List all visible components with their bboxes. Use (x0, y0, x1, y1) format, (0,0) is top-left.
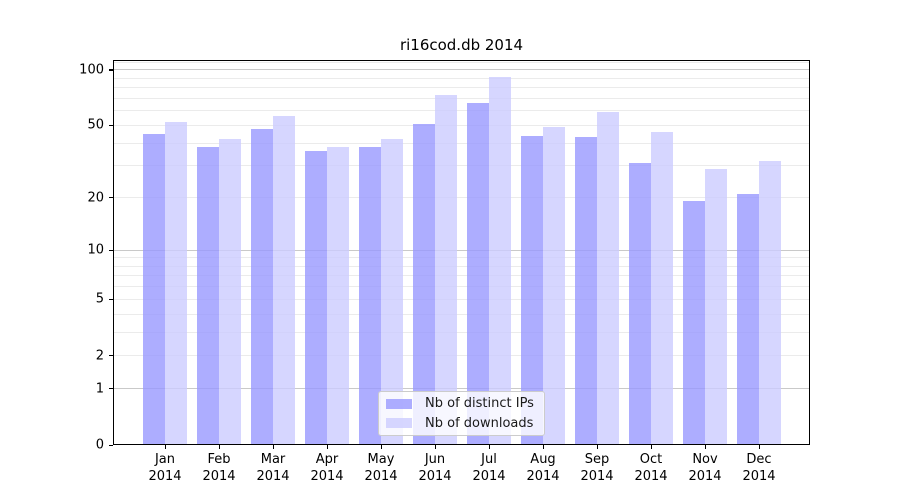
minor-gridline (113, 313, 810, 315)
x-tick-mark (650, 445, 652, 449)
x-tick-label: Apr 2014 (310, 452, 344, 484)
minor-gridline (113, 165, 810, 167)
legend-swatch-downloads (386, 418, 412, 429)
y-tick-label: 10 (87, 242, 104, 258)
x-tick-mark (596, 445, 598, 449)
bar-distinct-ips-dec (737, 193, 759, 445)
bar-distinct-ips-mar (251, 128, 273, 445)
bar-downloads-dec (759, 160, 781, 445)
bar-distinct-ips-jul (467, 103, 489, 445)
bar-distinct-ips-aug (521, 135, 543, 445)
minor-gridline (113, 265, 810, 267)
x-tick-mark (434, 445, 436, 449)
bar-distinct-ips-may (359, 147, 381, 445)
y-tick-label: 2 (95, 348, 104, 364)
x-tick-label: Dec 2014 (742, 452, 776, 484)
legend-entry-downloads: Nb of downloads (386, 416, 536, 432)
minor-gridline (113, 197, 810, 198)
x-tick-label: Mar 2014 (256, 452, 290, 484)
x-tick-label: Sep 2014 (580, 452, 614, 484)
y-tick-mark (109, 355, 113, 357)
bar-distinct-ips-feb (197, 147, 219, 445)
legend-swatch-distinct-ips (386, 398, 412, 409)
minor-gridline (113, 77, 810, 79)
bar-distinct-ips-sep (575, 137, 597, 445)
x-tick-label: Jun 2014 (418, 452, 452, 484)
bar-distinct-ips-jan (143, 133, 165, 445)
minor-gridline (113, 87, 810, 89)
bar-downloads-oct (651, 132, 673, 445)
x-tick-mark (380, 445, 382, 449)
bar-downloads-apr (327, 147, 349, 445)
x-tick-mark (164, 445, 166, 449)
y-tick-mark (109, 197, 113, 199)
x-tick-mark (272, 445, 274, 449)
x-tick-mark (704, 445, 706, 449)
minor-gridline (113, 275, 810, 277)
x-tick-mark (758, 445, 760, 449)
y-tick-label: 0 (95, 437, 104, 453)
minor-gridline (113, 61, 810, 63)
y-tick-mark (109, 388, 113, 390)
bar-downloads-mar (273, 116, 295, 445)
y-tick-label: 20 (87, 190, 104, 205)
y-tick-mark (109, 444, 113, 446)
y-tick-mark (109, 249, 113, 251)
major-gridline (113, 388, 810, 390)
x-tick-label: Jul 2014 (472, 452, 506, 484)
minor-gridline (113, 97, 810, 99)
chart-title: ri16cod.db 2014 (399, 36, 524, 54)
major-gridline (113, 249, 810, 251)
y-tick-mark (109, 69, 113, 71)
x-tick-mark (542, 445, 544, 449)
bar-downloads-sep (597, 112, 619, 445)
minor-gridline (113, 124, 810, 126)
bar-downloads-may (381, 139, 403, 445)
x-tick-label: Nov 2014 (688, 452, 722, 484)
y-tick-label: 1 (95, 381, 104, 397)
x-tick-label: Feb 2014 (202, 452, 236, 484)
x-tick-label: May 2014 (364, 452, 398, 484)
bar-downloads-nov (705, 168, 727, 445)
x-tick-label: Oct 2014 (634, 452, 668, 484)
legend-entry-distinct-ips: Nb of distinct IPs (386, 396, 536, 412)
x-tick-label: Aug 2014 (526, 452, 560, 484)
minor-gridline (113, 110, 810, 112)
legend-label-distinct-ips: Nb of distinct IPs (425, 396, 534, 412)
y-tick-mark (109, 124, 113, 127)
y-tick-label: 50 (87, 117, 104, 133)
x-tick-mark (218, 445, 220, 449)
x-tick-mark (326, 445, 328, 449)
bar-distinct-ips-oct (629, 163, 651, 445)
minor-gridline (113, 331, 810, 333)
bar-downloads-feb (219, 139, 241, 445)
bar-distinct-ips-jun (413, 123, 435, 445)
bar-downloads-jul (489, 77, 511, 445)
minor-gridline (113, 355, 810, 357)
minor-gridline (113, 142, 810, 144)
y-tick-label: 100 (79, 62, 104, 78)
minor-gridline (113, 298, 810, 300)
legend: Nb of distinct IPs Nb of downloads (378, 391, 545, 436)
y-tick-label: 5 (95, 291, 104, 307)
minor-gridline (113, 257, 810, 259)
x-tick-label: Jan 2014 (148, 452, 182, 484)
legend-label-downloads: Nb of downloads (425, 415, 534, 431)
bar-downloads-aug (543, 126, 565, 445)
bar-distinct-ips-apr (305, 151, 327, 445)
bar-downloads-jan (165, 122, 187, 445)
y-tick-mark (109, 298, 113, 301)
x-tick-mark (488, 445, 490, 449)
bar-downloads-jun (435, 95, 457, 445)
major-gridline (113, 69, 810, 71)
minor-gridline (113, 286, 810, 288)
bar-distinct-ips-nov (683, 201, 705, 445)
